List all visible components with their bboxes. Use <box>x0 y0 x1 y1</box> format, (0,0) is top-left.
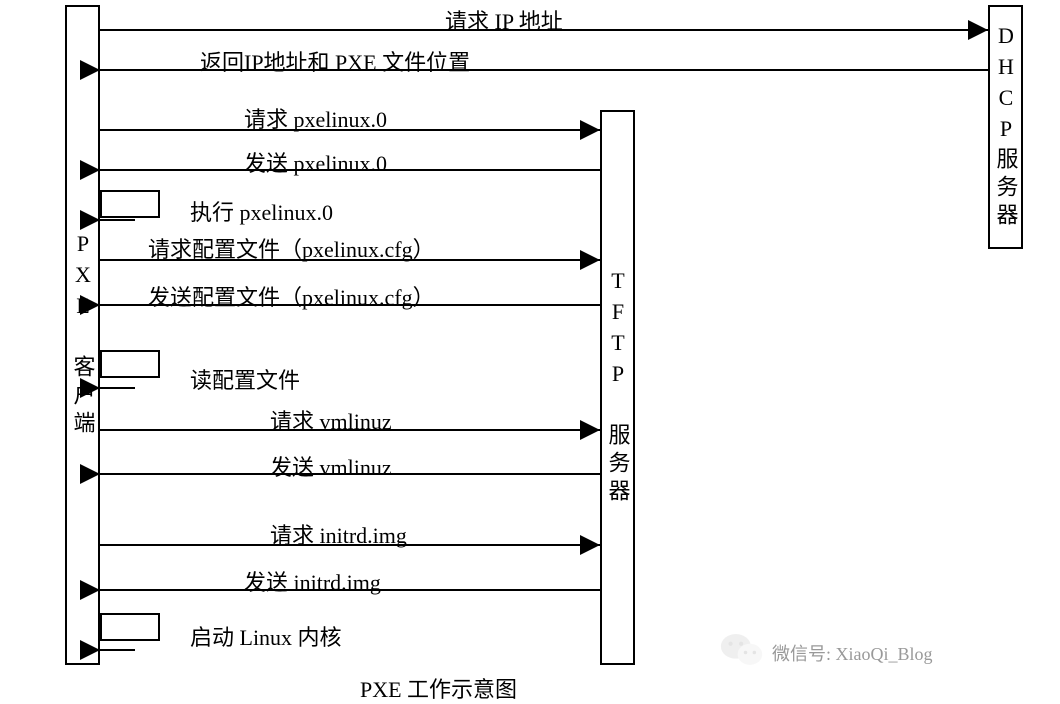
self-action-label-1: 读配置文件 <box>190 363 300 395</box>
self-action-label-0: 执行 pxelinux.0 <box>190 195 333 227</box>
tftp-server-label: TFTP 服务器 <box>602 268 634 507</box>
self-action-box-0 <box>100 190 160 218</box>
sequence-arrows <box>0 0 1060 698</box>
msg-label-1: 返回IP地址和 PXE 文件位置 <box>200 45 470 77</box>
msg-label-8: 请求 initrd.img <box>270 518 407 550</box>
msg-label-3: 发送 pxelinux.0 <box>244 146 387 178</box>
tftp-server-lifeline: TFTP 服务器 <box>600 110 635 665</box>
dhcp-server-lifeline: DHCP服务器 <box>988 5 1023 249</box>
msg-label-2: 请求 pxelinux.0 <box>244 102 387 134</box>
msg-label-9: 发送 initrd.img <box>244 565 381 597</box>
msg-label-4: 请求配置文件（pxelinux.cfg） <box>148 232 435 264</box>
self-action-box-1 <box>100 350 160 378</box>
diagram-title: PXE 工作示意图 <box>360 672 517 704</box>
wechat-icon <box>720 630 764 668</box>
msg-label-0: 请求 IP 地址 <box>445 4 563 36</box>
msg-label-7: 发送 vmlinuz <box>270 450 392 482</box>
watermark-text: 微信号: XiaoQi_Blog <box>772 640 933 666</box>
pxe-client-lifeline: PXE 客户端 <box>65 5 100 665</box>
self-action-box-2 <box>100 613 160 641</box>
msg-label-6: 请求 vmlinuz <box>270 404 392 436</box>
self-action-label-2: 启动 Linux 内核 <box>190 620 342 652</box>
msg-label-5: 发送配置文件（pxelinux.cfg） <box>148 280 435 312</box>
dhcp-server-label: DHCP服务器 <box>990 23 1022 231</box>
pxe-client-label: PXE 客户端 <box>67 231 99 439</box>
